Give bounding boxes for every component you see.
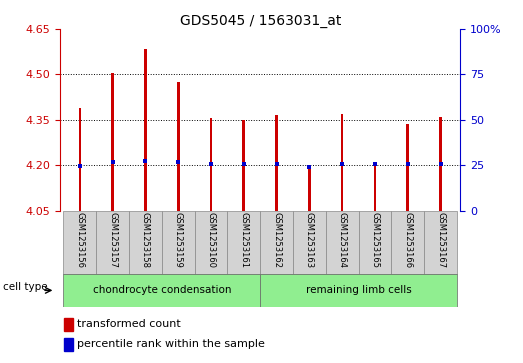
Bar	[293, 211, 326, 274]
Bar	[406, 124, 409, 211]
Text: GSM1253160: GSM1253160	[207, 212, 215, 269]
Text: GSM1253162: GSM1253162	[272, 212, 281, 269]
Bar	[144, 49, 147, 211]
Title: GDS5045 / 1563031_at: GDS5045 / 1563031_at	[179, 14, 341, 28]
Text: chondrocyte condensation: chondrocyte condensation	[93, 285, 231, 295]
Bar	[63, 211, 96, 274]
Bar	[64, 338, 73, 351]
Bar	[260, 274, 457, 307]
Bar	[228, 211, 260, 274]
Text: GSM1253164: GSM1253164	[338, 212, 347, 269]
Bar	[391, 211, 424, 274]
Text: GSM1253158: GSM1253158	[141, 212, 150, 269]
Bar	[78, 108, 81, 211]
Bar	[111, 73, 114, 211]
Bar	[373, 164, 376, 211]
Bar	[64, 318, 73, 331]
Bar	[63, 274, 260, 307]
Bar	[195, 211, 228, 274]
Bar	[260, 211, 293, 274]
Bar	[177, 82, 179, 211]
Text: GSM1253167: GSM1253167	[436, 212, 445, 269]
Bar	[326, 211, 359, 274]
Bar	[275, 115, 278, 211]
Text: GSM1253161: GSM1253161	[240, 212, 248, 269]
Text: GSM1253157: GSM1253157	[108, 212, 117, 269]
Bar	[162, 211, 195, 274]
Text: transformed count: transformed count	[77, 319, 181, 330]
Text: GSM1253165: GSM1253165	[370, 212, 380, 269]
Text: GSM1253156: GSM1253156	[75, 212, 84, 269]
Bar	[359, 211, 391, 274]
Text: GSM1253163: GSM1253163	[305, 212, 314, 269]
Bar	[96, 211, 129, 274]
Bar	[308, 167, 311, 211]
Bar	[341, 114, 344, 211]
Bar	[243, 120, 245, 211]
Text: GSM1253159: GSM1253159	[174, 212, 183, 268]
Bar	[424, 211, 457, 274]
Text: remaining limb cells: remaining limb cells	[306, 285, 412, 295]
Text: percentile rank within the sample: percentile rank within the sample	[77, 339, 265, 349]
Text: GSM1253166: GSM1253166	[403, 212, 412, 269]
Bar	[129, 211, 162, 274]
Bar	[439, 117, 442, 211]
Text: cell type: cell type	[3, 282, 48, 292]
Bar	[210, 118, 212, 211]
